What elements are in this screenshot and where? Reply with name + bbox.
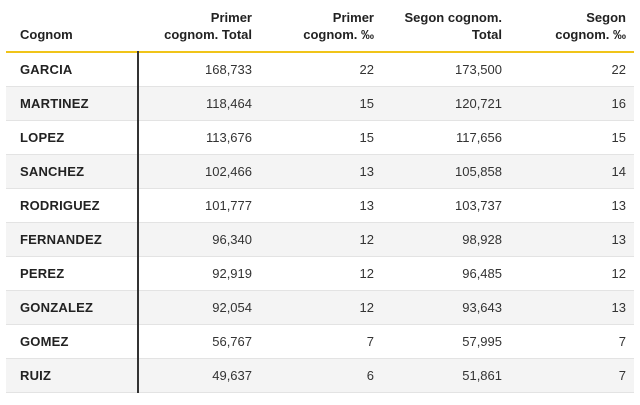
- cell-segon-permille: 14: [510, 154, 634, 189]
- table-row: LOPEZ 113,676 15 117,656 15: [6, 120, 634, 155]
- cell-primer-permille: 15: [260, 120, 382, 155]
- cell-primer-permille: 13: [260, 188, 382, 223]
- cell-segon-permille: 13: [510, 290, 634, 325]
- header-label-line: cognom. ‰: [555, 27, 626, 42]
- table-row: RODRIGUEZ 101,777 13 103,737 13: [6, 188, 634, 223]
- cell-primer-permille: 12: [260, 222, 382, 257]
- cell-surname: MARTINEZ: [6, 86, 139, 121]
- cell-primer-total: 96,340: [138, 222, 260, 257]
- cell-primer-total: 101,777: [138, 188, 260, 223]
- header-label-line: Total: [471, 27, 502, 42]
- header-label-line: cognom. Total: [164, 27, 252, 42]
- header-row: Cognom Primer cognom. Total Primer cognom. ‰…: [6, 0, 634, 52]
- header-label-line: Primer: [332, 10, 374, 25]
- cell-segon-permille: 7: [510, 358, 634, 393]
- table-row: FERNANDEZ 96,340 12 98,928 13: [6, 222, 634, 257]
- cell-primer-total: 56,767: [138, 324, 260, 359]
- cell-segon-total: 103,737: [382, 188, 510, 223]
- cell-primer-permille: 13: [260, 154, 382, 189]
- table-row: PEREZ 92,919 12 96,485 12: [6, 256, 634, 291]
- table-row: SANCHEZ 102,466 13 105,858 14: [6, 154, 634, 189]
- column-header-primer-permille[interactable]: Primer cognom. ‰: [260, 0, 382, 52]
- cell-segon-permille: 13: [510, 222, 634, 257]
- cell-segon-permille: 7: [510, 324, 634, 359]
- cell-segon-total: 98,928: [382, 222, 510, 257]
- cell-surname: GONZALEZ: [6, 290, 139, 325]
- cell-primer-permille: 12: [260, 290, 382, 325]
- cell-primer-total: 49,637: [138, 358, 260, 393]
- cell-primer-total: 113,676: [138, 120, 260, 155]
- cell-primer-permille: 15: [260, 86, 382, 121]
- table-row: GONZALEZ 92,054 12 93,643 13: [6, 290, 634, 325]
- cell-segon-total: 57,995: [382, 324, 510, 359]
- cell-primer-total: 92,054: [138, 290, 260, 325]
- cell-primer-total: 92,919: [138, 256, 260, 291]
- cell-surname: LOPEZ: [6, 120, 139, 155]
- cell-primer-permille: 22: [260, 52, 382, 87]
- cell-surname: FERNANDEZ: [6, 222, 139, 257]
- cell-primer-total: 102,466: [138, 154, 260, 189]
- table-body: GARCIA 168,733 22 173,500 22 MARTINEZ 118,464 1…: [6, 52, 634, 393]
- cell-segon-permille: 12: [510, 256, 634, 291]
- cell-segon-total: 93,643: [382, 290, 510, 325]
- header-label-line: Cognom: [20, 27, 73, 42]
- cell-surname: RODRIGUEZ: [6, 188, 139, 223]
- header-label-line: cognom. ‰: [303, 27, 374, 42]
- table-row: GARCIA 168,733 22 173,500 22: [6, 52, 634, 87]
- cell-segon-total: 51,861: [382, 358, 510, 393]
- cell-segon-permille: 22: [510, 52, 634, 87]
- cell-segon-total: 173,500: [382, 52, 510, 87]
- cell-segon-permille: 15: [510, 120, 634, 155]
- cell-primer-total: 168,733: [138, 52, 260, 87]
- cell-segon-total: 96,485: [382, 256, 510, 291]
- cell-surname: SANCHEZ: [6, 154, 139, 189]
- cell-segon-total: 117,656: [382, 120, 510, 155]
- cell-segon-permille: 13: [510, 188, 634, 223]
- table-row: MARTINEZ 118,464 15 120,721 16: [6, 86, 634, 121]
- cell-surname: PEREZ: [6, 256, 139, 291]
- column-header-segon-total[interactable]: Segon cognom. Total: [382, 0, 510, 52]
- header-label-line: Segon cognom.: [404, 10, 503, 25]
- cell-primer-total: 118,464: [138, 86, 260, 121]
- cell-segon-permille: 16: [510, 86, 634, 121]
- header-label-line: Primer: [210, 10, 252, 25]
- table-row: GOMEZ 56,767 7 57,995 7: [6, 324, 634, 359]
- cell-primer-permille: 12: [260, 256, 382, 291]
- surname-table: Cognom Primer cognom. Total Primer cognom. ‰…: [6, 0, 634, 393]
- table-header: Cognom Primer cognom. Total Primer cognom. ‰…: [6, 0, 634, 52]
- column-header-cognom[interactable]: Cognom: [6, 0, 138, 52]
- column-header-segon-permille[interactable]: Segon cognom. ‰: [510, 0, 634, 52]
- cell-segon-total: 105,858: [382, 154, 510, 189]
- cell-segon-total: 120,721: [382, 86, 510, 121]
- cell-surname: GOMEZ: [6, 324, 139, 359]
- cell-primer-permille: 6: [260, 358, 382, 393]
- header-label-line: Segon: [586, 10, 626, 25]
- column-header-primer-total[interactable]: Primer cognom. Total: [138, 0, 260, 52]
- cell-surname: RUIZ: [6, 358, 139, 393]
- cell-surname: GARCIA: [6, 52, 139, 87]
- table-row: RUIZ 49,637 6 51,861 7: [6, 358, 634, 393]
- cell-primer-permille: 7: [260, 324, 382, 359]
